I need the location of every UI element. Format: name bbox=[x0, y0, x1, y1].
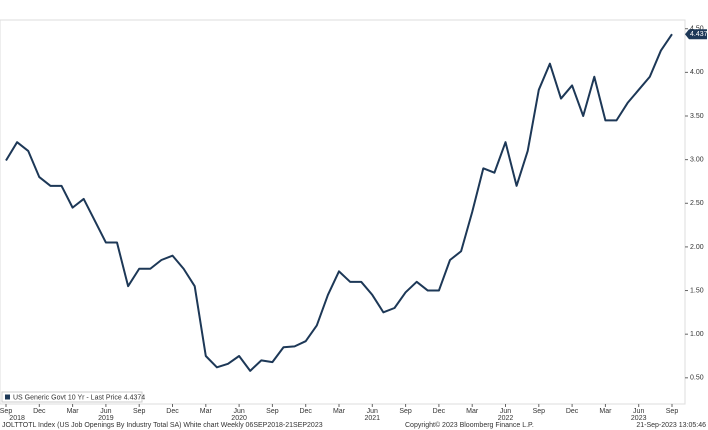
x-tick-label: Dec bbox=[33, 408, 46, 415]
x-tick-label: Dec bbox=[566, 408, 579, 415]
x-tick-label: Jun bbox=[100, 408, 111, 415]
x-year-label: 2018 bbox=[9, 415, 25, 422]
x-tick-label: Jun bbox=[633, 408, 644, 415]
x-tick-label: Sep bbox=[399, 408, 412, 415]
x-tick-label: Sep bbox=[533, 408, 546, 415]
legend-label: US Generic Govt 10 Yr - Last Price 4.437… bbox=[13, 394, 145, 401]
plot-area bbox=[0, 19, 686, 405]
x-tick-label: Mar bbox=[67, 408, 80, 415]
x-tick-label: Mar bbox=[200, 408, 213, 415]
legend-swatch bbox=[5, 394, 10, 400]
footer-left: JOLTTOTL Index (US Job Openings By Indus… bbox=[2, 422, 323, 429]
x-year-label: 2019 bbox=[98, 415, 114, 422]
x-tick-label: Mar bbox=[466, 408, 479, 415]
last-price-label: 4.4374 bbox=[690, 31, 708, 38]
y-tick-label: 4.50 bbox=[690, 26, 704, 33]
x-tick-label: Mar bbox=[599, 408, 612, 415]
x-tick-label: Sep bbox=[0, 408, 12, 415]
x-tick-label: Sep bbox=[266, 408, 279, 415]
y-tick-label: 3.50 bbox=[690, 113, 704, 120]
y-tick-label: 3.00 bbox=[690, 156, 704, 163]
x-tick-label: Mar bbox=[333, 408, 346, 415]
x-tick-label: Sep bbox=[666, 408, 679, 415]
y-tick-label: 1.00 bbox=[690, 331, 704, 338]
x-tick-label: Dec bbox=[299, 408, 312, 415]
x-year-label: 2022 bbox=[498, 415, 514, 422]
last-price-tag bbox=[685, 29, 707, 40]
x-tick-label: Jun bbox=[233, 408, 244, 415]
y-tick-label: 2.50 bbox=[690, 200, 704, 207]
y-tick-label: 1.50 bbox=[690, 287, 704, 294]
y-tick-label: 4.00 bbox=[690, 69, 704, 76]
x-year-label: 2023 bbox=[631, 415, 647, 422]
y-tick-label: 2.00 bbox=[690, 244, 704, 251]
y-tick-label: 0.50 bbox=[690, 375, 704, 382]
x-tick-label: Jun bbox=[500, 408, 511, 415]
x-tick-label: Jun bbox=[367, 408, 378, 415]
footer-center: Copyright© 2023 Bloomberg Finance L.P. bbox=[405, 421, 534, 429]
x-tick-label: Dec bbox=[433, 408, 446, 415]
x-tick-label: Sep bbox=[133, 408, 146, 415]
x-tick-label: Dec bbox=[166, 408, 179, 415]
x-year-label: 2020 bbox=[231, 415, 247, 422]
x-year-label: 2021 bbox=[365, 415, 381, 422]
line-series bbox=[5, 33, 673, 372]
footer-right: 21-Sep-2023 13:05:46 bbox=[636, 422, 706, 429]
legend-box bbox=[1, 391, 143, 403]
